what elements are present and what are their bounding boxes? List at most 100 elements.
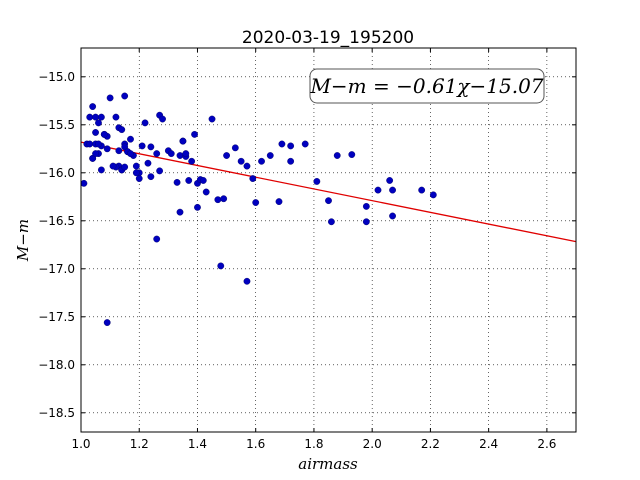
data-point — [153, 235, 161, 243]
data-point — [153, 150, 161, 158]
data-point — [389, 212, 396, 220]
data-point — [92, 150, 99, 158]
data-point — [258, 157, 265, 165]
data-point — [92, 129, 99, 136]
data-point — [252, 199, 260, 206]
data-point — [179, 137, 187, 145]
x-tick-label: 2.4 — [479, 437, 498, 451]
y-tick-label: −18.0 — [38, 358, 75, 372]
data-point — [156, 167, 164, 175]
data-point — [325, 197, 332, 205]
data-point — [106, 94, 114, 102]
data-point — [185, 177, 193, 184]
data-point — [231, 144, 239, 152]
x-axis-label: airmass — [298, 455, 358, 473]
x-tick-label: 1.4 — [188, 437, 207, 451]
data-point — [89, 103, 97, 110]
data-point — [86, 140, 94, 148]
data-point — [266, 152, 274, 159]
data-point — [243, 162, 251, 170]
data-point — [278, 140, 286, 148]
data-point — [121, 163, 129, 171]
x-tick-labels: 1.0 1.2 1.4 1.6 1.8 2.0 2.2 2.4 2.6 — [71, 437, 556, 451]
data-points — [80, 92, 437, 326]
data-point — [141, 119, 149, 127]
equation-box — [309, 68, 545, 104]
y-tick-label: −16.0 — [38, 166, 75, 180]
data-point — [220, 195, 228, 203]
data-point — [167, 150, 175, 158]
plot-frame — [80, 47, 577, 433]
data-point — [199, 177, 207, 184]
data-point — [389, 186, 396, 194]
data-point — [386, 177, 394, 184]
data-point — [188, 157, 196, 165]
data-point — [138, 142, 146, 150]
data-point — [132, 162, 140, 170]
data-point — [97, 113, 105, 121]
y-tick-labels: −15.0 −15.5 −16.0 −16.5 −17.0 −17.5 −18.0 −18.5 — [38, 70, 75, 420]
x-tick-label: 1.6 — [246, 437, 265, 451]
data-point — [249, 175, 257, 182]
x-tick-label: 1.8 — [304, 437, 323, 451]
data-point — [194, 203, 201, 211]
y-tick-label: −17.5 — [38, 310, 75, 324]
data-point — [147, 173, 155, 181]
data-point — [237, 157, 245, 165]
data-point — [97, 166, 105, 174]
data-point — [214, 196, 222, 204]
data-point — [418, 186, 426, 194]
fit-line — [80, 141, 577, 243]
data-point — [132, 169, 140, 177]
grid-lines — [80, 48, 576, 432]
data-point — [348, 151, 356, 158]
data-point — [144, 159, 152, 167]
data-point — [362, 202, 370, 210]
x-tick-label: 2.6 — [537, 437, 556, 451]
equation-text: M−m = −0.61χ−15.07 — [309, 74, 543, 98]
data-point — [100, 130, 108, 138]
data-point — [121, 92, 129, 100]
y-tick-label: −15.0 — [38, 70, 75, 84]
data-point — [176, 208, 184, 216]
data-point — [243, 277, 251, 285]
data-point — [92, 113, 99, 121]
data-point — [86, 113, 94, 121]
y-axis-label: M−m — [14, 219, 32, 262]
data-point — [109, 162, 117, 170]
data-point — [118, 126, 126, 134]
data-point — [127, 150, 134, 158]
x-tick-label: 1.0 — [71, 437, 90, 451]
x-tick-label: 2.2 — [421, 437, 440, 451]
fit-line-segment — [80, 141, 577, 243]
data-point — [374, 186, 382, 194]
data-point — [287, 157, 295, 165]
data-point — [103, 145, 111, 153]
data-point — [95, 140, 102, 148]
data-point — [127, 135, 134, 143]
data-point — [103, 319, 111, 326]
y-tick-label: −16.5 — [38, 214, 75, 228]
data-point — [362, 218, 370, 226]
data-point — [223, 152, 230, 159]
data-point — [333, 152, 341, 159]
data-point — [202, 188, 210, 196]
equation-annotation: M−m = −0.61χ−15.07 — [309, 68, 545, 104]
data-point — [135, 175, 143, 182]
y-tick-label: −18.5 — [38, 406, 75, 420]
data-point — [191, 130, 198, 138]
y-tick-label: −15.5 — [38, 118, 75, 132]
data-point — [328, 218, 335, 226]
data-point — [313, 178, 321, 185]
data-point — [173, 178, 181, 186]
data-point — [429, 191, 437, 199]
data-point — [217, 262, 225, 270]
data-point — [159, 115, 166, 123]
data-point — [287, 142, 295, 150]
y-tick-label: −17.0 — [38, 262, 75, 276]
data-point — [115, 147, 123, 155]
data-point — [147, 143, 155, 151]
data-point — [301, 140, 309, 148]
x-tick-label: 2.0 — [363, 437, 382, 451]
